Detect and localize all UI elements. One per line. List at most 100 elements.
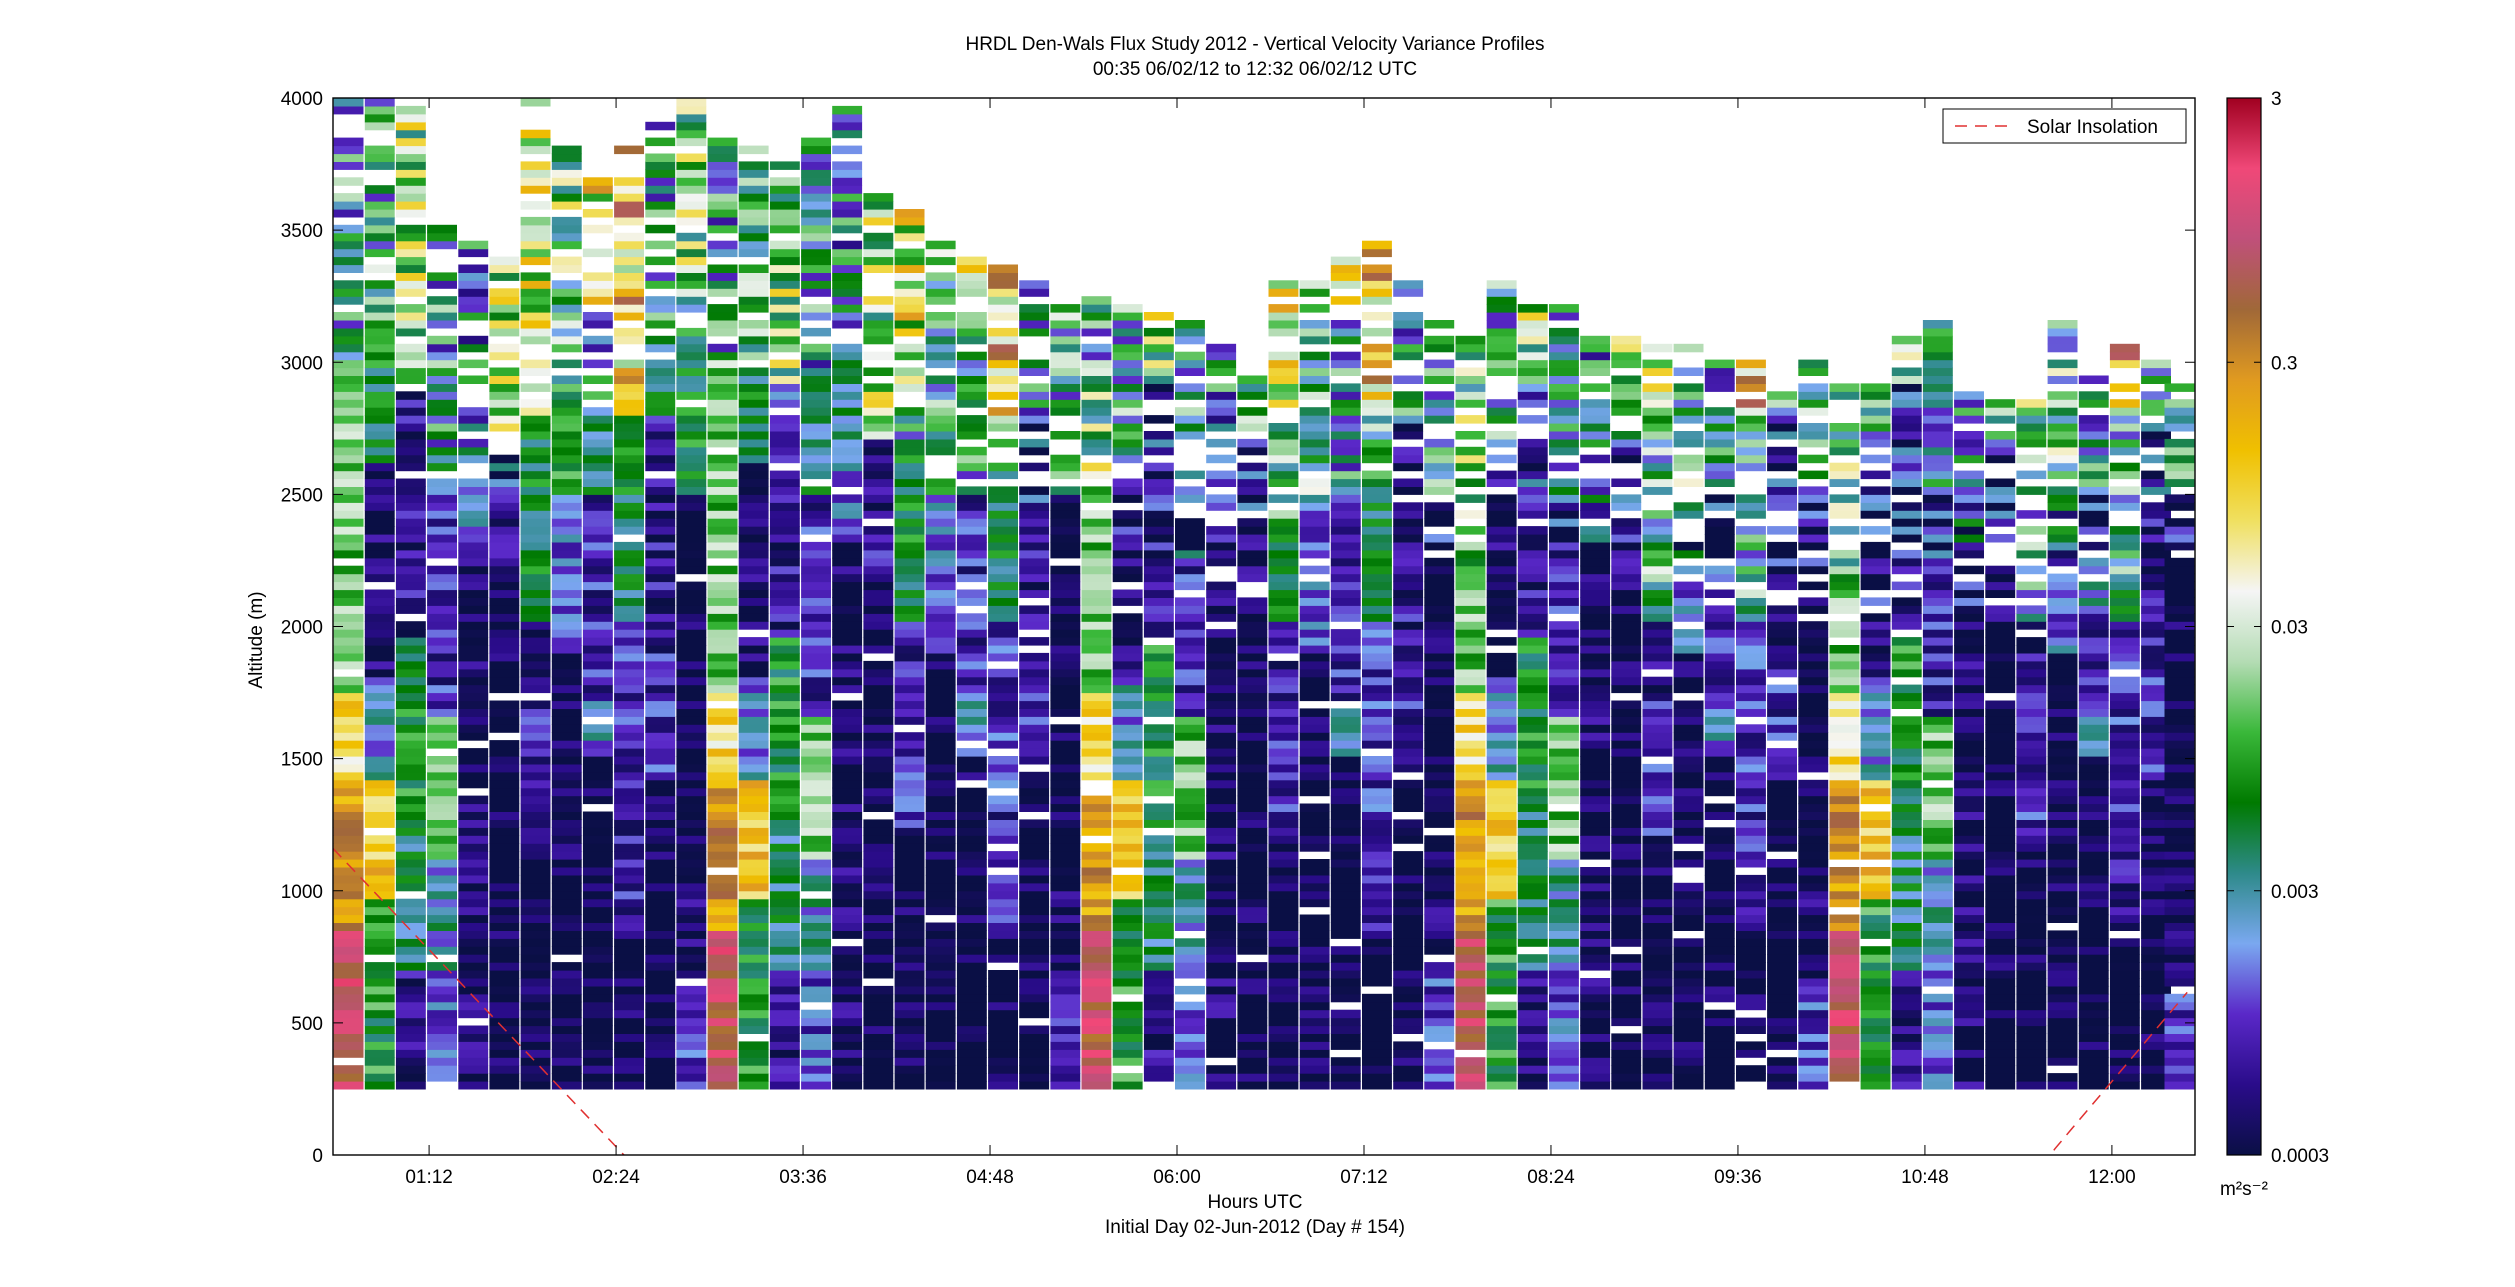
heatmap-cell — [427, 399, 457, 408]
heatmap-cell — [1642, 985, 1673, 995]
heatmap-cell — [1299, 1073, 1330, 1082]
heatmap-cell — [988, 906, 1018, 916]
heatmap-cell — [988, 835, 1018, 844]
heatmap-cell — [645, 732, 676, 741]
heatmap-cell — [520, 676, 551, 686]
heatmap-cell — [458, 732, 489, 741]
heatmap-cell — [614, 248, 644, 258]
heatmap-cell — [832, 756, 863, 765]
heatmap-cell — [1019, 859, 1050, 868]
heatmap-cell — [738, 201, 769, 210]
heatmap-cell — [1175, 851, 1205, 860]
heatmap-cell — [1424, 938, 1455, 947]
heatmap-cell — [1112, 637, 1143, 646]
heatmap-cell — [1860, 835, 1891, 844]
heatmap-cell — [1081, 748, 1112, 757]
heatmap-cell — [1019, 1033, 1050, 1042]
heatmap-cell — [551, 748, 582, 757]
heatmap-cell — [1206, 740, 1237, 749]
heatmap-cell — [1517, 740, 1548, 749]
heatmap-cell — [738, 882, 769, 892]
heatmap-cell — [801, 898, 831, 908]
heatmap-cell — [738, 1049, 769, 1058]
heatmap-cell — [894, 811, 925, 820]
heatmap-cell — [1143, 1009, 1174, 1019]
heatmap-cell — [333, 470, 364, 480]
heatmap-cell — [1642, 819, 1673, 828]
heatmap-cell — [333, 526, 364, 535]
heatmap-cell — [1829, 938, 1860, 947]
heatmap-cell — [1486, 581, 1517, 591]
heatmap-cell — [676, 985, 707, 995]
heatmap-cell — [1237, 676, 1268, 686]
heatmap-cell — [1922, 1017, 1953, 1027]
heatmap-cell — [1424, 978, 1455, 987]
heatmap-cell — [925, 343, 956, 353]
heatmap-cell — [769, 645, 800, 654]
heatmap-cell — [1829, 716, 1860, 725]
heatmap-cell — [1143, 375, 1174, 384]
heatmap-cell — [1237, 637, 1268, 646]
heatmap-cell — [1299, 652, 1330, 662]
heatmap-cell — [614, 851, 644, 860]
heatmap-cell — [1299, 288, 1330, 297]
heatmap-cell — [1704, 605, 1735, 614]
heatmap-cell — [582, 1025, 613, 1034]
heatmap-cell — [894, 534, 925, 543]
heatmap-cell — [1891, 779, 1922, 789]
heatmap-cell — [1424, 763, 1455, 773]
heatmap-cell — [1081, 724, 1112, 733]
heatmap-cell — [1549, 383, 1579, 392]
heatmap-cell — [894, 375, 925, 384]
heatmap-cell — [1891, 549, 1922, 559]
heatmap-cell — [801, 1065, 831, 1074]
heatmap-cell — [427, 1065, 457, 1074]
heatmap-cell — [1112, 668, 1143, 678]
heatmap-cell — [1829, 946, 1860, 955]
heatmap-cell — [1362, 629, 1392, 638]
heatmap-cell — [1517, 708, 1548, 717]
heatmap-cell — [1175, 803, 1205, 812]
heatmap-cell — [1206, 1001, 1237, 1011]
heatmap-cell — [1673, 637, 1704, 646]
heatmap-cell — [1922, 637, 1953, 646]
heatmap-cell — [520, 930, 551, 939]
heatmap-cell — [427, 930, 457, 939]
heatmap-cell — [1299, 1017, 1330, 1027]
heatmap-cell — [458, 605, 489, 614]
heatmap-cell — [925, 1049, 956, 1058]
heatmap-cell — [1237, 375, 1268, 384]
heatmap-cell — [738, 320, 769, 329]
heatmap-cell — [1517, 549, 1548, 559]
heatmap-cell — [1767, 914, 1797, 923]
heatmap-cell — [707, 240, 738, 250]
heatmap-cell — [1268, 446, 1299, 456]
heatmap-cell — [1517, 867, 1548, 876]
heatmap-cell — [1330, 835, 1361, 844]
heatmap-cell — [582, 272, 613, 281]
heatmap-cell — [1455, 431, 1486, 440]
heatmap-cell — [1268, 771, 1299, 781]
heatmap-cell — [489, 526, 520, 535]
heatmap-cell — [1081, 652, 1112, 662]
heatmap-cell — [520, 1065, 551, 1074]
heatmap-cell — [427, 985, 457, 995]
heatmap-cell — [1299, 993, 1330, 1003]
heatmap-cell — [1424, 859, 1455, 868]
heatmap-cell — [1112, 771, 1143, 781]
heatmap-cell — [645, 193, 676, 202]
heatmap-cell — [863, 1017, 894, 1027]
heatmap-cell — [956, 970, 987, 979]
heatmap-cell — [1486, 962, 1517, 971]
heatmap-cell — [801, 526, 831, 535]
heatmap-cell — [1611, 890, 1642, 900]
heatmap-cell — [1019, 581, 1050, 591]
heatmap-cell — [1517, 930, 1548, 939]
heatmap-cell — [1237, 684, 1268, 694]
heatmap-cell — [1393, 407, 1424, 416]
heatmap-cell — [1704, 549, 1735, 559]
heatmap-cell — [1860, 652, 1891, 662]
heatmap-cell — [1112, 716, 1143, 725]
heatmap-cell — [614, 724, 644, 733]
heatmap-cell — [1330, 914, 1361, 923]
